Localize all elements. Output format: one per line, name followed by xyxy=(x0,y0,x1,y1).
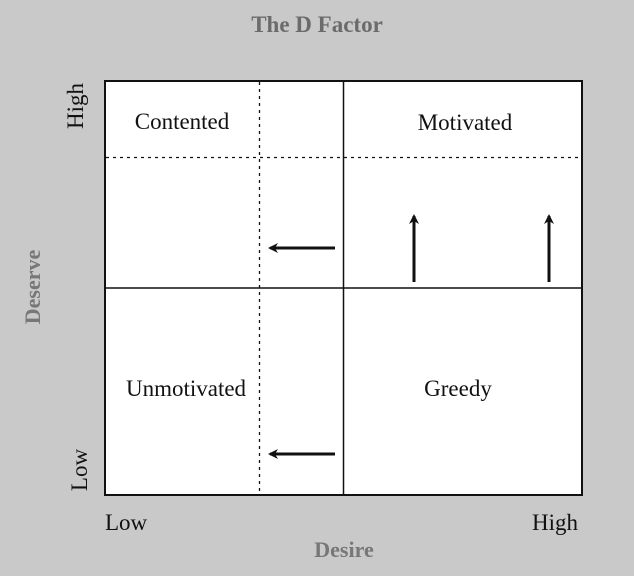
quadrant-label-greedy: Greedy xyxy=(424,376,492,401)
grid-lines xyxy=(104,80,583,496)
y-axis-label: Deserve xyxy=(20,249,45,325)
x-axis-label: Desire xyxy=(314,537,374,562)
y-axis-low-label: Low xyxy=(67,448,92,492)
quadrant-label-unmotivated: Unmotivated xyxy=(125,376,247,401)
quadrant-label-motivated: Motivated xyxy=(417,110,513,135)
diagram-title: The D Factor xyxy=(251,12,383,37)
quadrant-grid: Contented Motivated Unmotivated Greedy xyxy=(104,80,583,496)
x-axis-high-label: High xyxy=(532,510,578,535)
x-axis-low-label: Low xyxy=(105,510,148,535)
quadrant-label-contented: Contented xyxy=(134,109,230,134)
y-axis-high-label: High xyxy=(63,83,88,129)
